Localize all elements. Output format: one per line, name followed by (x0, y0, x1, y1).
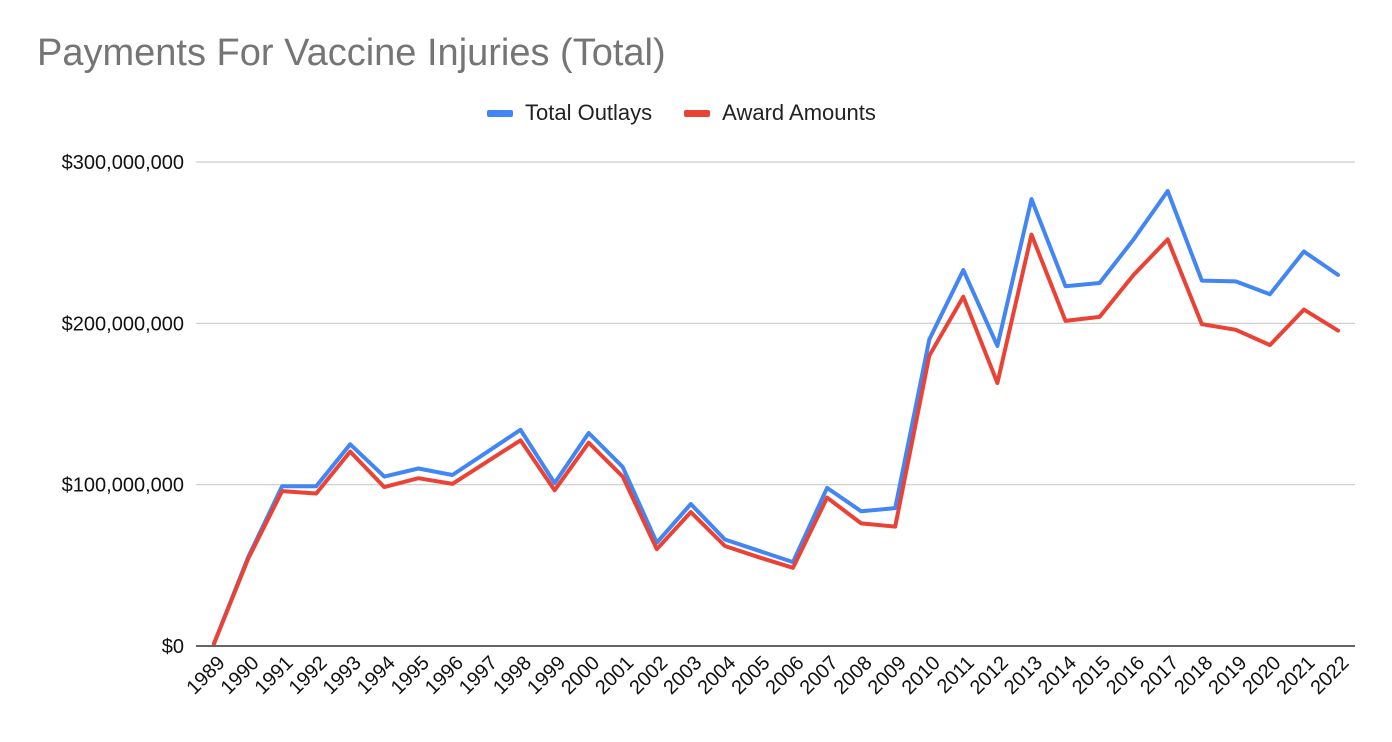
x-tick-label: 2011 (933, 652, 979, 698)
x-tick-label: 2006 (762, 652, 809, 699)
legend-item-total-outlays: Total Outlays (487, 100, 652, 126)
x-tick-label: 2004 (693, 652, 740, 699)
x-tick-label: 2008 (830, 652, 877, 699)
x-tick-label: 1999 (523, 652, 570, 699)
x-tick-label: 1990 (217, 652, 264, 699)
x-tick-label: 2010 (898, 652, 945, 699)
legend-swatch-award-amounts (684, 109, 711, 117)
grid-lines (196, 161, 1355, 486)
x-tick-label: 2020 (1238, 652, 1285, 699)
series-lines (212, 189, 1340, 646)
x-tick-label: 2022 (1307, 652, 1354, 699)
series-line-total-outlays (212, 189, 1340, 646)
y-tick-label: $0 (162, 636, 184, 658)
x-tick-label: 2018 (1170, 652, 1217, 699)
x-tick-label: 1989 (183, 652, 230, 699)
x-tick-label: 2012 (966, 652, 1013, 699)
x-tick-label: 1991 (251, 652, 298, 699)
x-tick-label: 2019 (1204, 652, 1251, 699)
x-tick-label: 2013 (1000, 652, 1047, 699)
x-axis-tick-labels: 1989199019911992199319941995199619971998… (183, 652, 1354, 699)
series-line-award-amounts (212, 232, 1340, 646)
x-tick-label: 1994 (353, 652, 400, 699)
chart-title: Payments For Vaccine Injuries (Total) (37, 32, 666, 74)
x-tick-label: 1996 (421, 652, 468, 699)
x-tick-label: 2017 (1136, 652, 1183, 699)
legend-label-award-amounts: Award Amounts (722, 100, 876, 125)
legend-item-award-amounts: Award Amounts (684, 100, 876, 126)
x-tick-label: 2003 (659, 652, 706, 699)
x-tick-label: 1997 (455, 652, 502, 699)
x-tick-label: 2014 (1034, 652, 1081, 699)
y-tick-label: $300,000,000 (62, 152, 184, 174)
x-tick-label: 2021 (1272, 652, 1319, 699)
x-tick-label: 2005 (727, 652, 774, 699)
legend: Total Outlays Award Amounts (487, 100, 908, 126)
x-tick-label: 1998 (489, 652, 536, 699)
y-tick-label: $100,000,000 (62, 475, 184, 497)
x-tick-label: 2007 (796, 652, 843, 699)
x-tick-label: 2002 (625, 652, 672, 699)
legend-swatch-total-outlays (487, 109, 513, 117)
x-tick-label: 2001 (591, 652, 638, 699)
x-tick-label: 1993 (319, 652, 366, 699)
legend-label-total-outlays: Total Outlays (525, 100, 653, 125)
x-tick-label: 1992 (285, 652, 332, 699)
y-axis-tick-labels: $0 $100,000,000 $200,000,000 $300,000,000 (62, 152, 184, 658)
x-tick-label: 1995 (387, 652, 434, 699)
x-tick-label: 2009 (864, 652, 911, 699)
y-tick-label: $200,000,000 (62, 313, 184, 335)
x-tick-label: 2000 (557, 652, 604, 699)
x-tick-label: 2015 (1068, 652, 1115, 699)
x-tick-label: 2016 (1102, 652, 1149, 699)
